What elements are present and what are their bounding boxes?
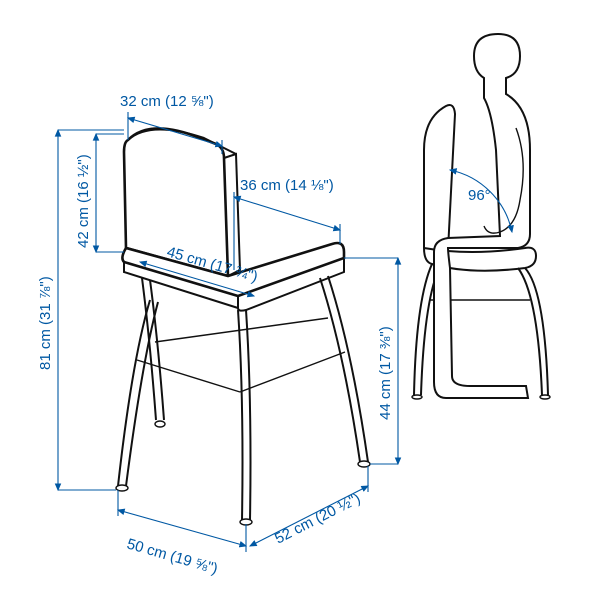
svg-text:44 cm (17 ⅜"): 44 cm (17 ⅜") — [377, 326, 394, 420]
dim-backrest-height: 42 cm (16 ½") — [75, 134, 124, 252]
svg-text:36 cm (14 ⅛"): 36 cm (14 ⅛") — [240, 177, 334, 194]
angle-label: 96° — [468, 187, 491, 204]
dim-seat-height: 44 cm (17 ⅜") — [344, 258, 398, 464]
dim-footprint-depth: 52 cm (20 ½") — [250, 466, 368, 548]
chair-dimension-diagram: 96° 32 cm (12 ⅝") — [0, 0, 600, 600]
svg-text:52 cm (20 ½"): 52 cm (20 ½") — [272, 490, 363, 548]
svg-text:81 cm (31 ⅞"): 81 cm (31 ⅞") — [37, 276, 54, 370]
side-view-figure: 96° — [412, 34, 550, 399]
svg-text:42 cm (16 ½"): 42 cm (16 ½") — [75, 154, 92, 248]
svg-text:32 cm (12 ⅝"): 32 cm (12 ⅝") — [120, 93, 214, 110]
svg-text:50 cm (19 ⅝"): 50 cm (19 ⅝") — [125, 536, 220, 578]
dim-footprint-width: 50 cm (19 ⅝") — [118, 490, 246, 578]
